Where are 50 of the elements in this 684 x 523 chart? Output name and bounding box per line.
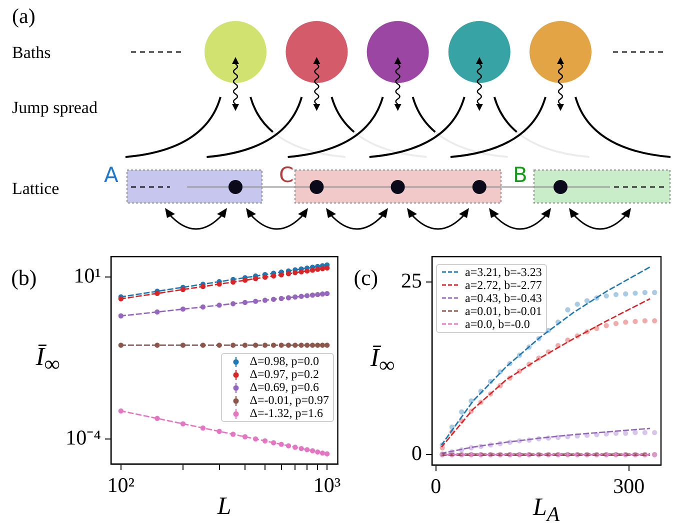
text: B [513,162,528,186]
y-tick-label: 25 [401,268,422,293]
x-axis-title: L [217,493,232,520]
point [652,290,658,296]
point [642,290,648,296]
point [652,318,658,324]
point [574,302,580,307]
text: (a) [12,4,36,28]
point [642,318,648,324]
text: C [279,162,294,186]
point [652,430,658,436]
text: Lattice [12,178,60,198]
point [604,323,609,328]
chart-title: (b) [11,264,37,290]
point [632,318,638,324]
point [604,293,609,299]
legend-label: a=0.01, b=-0.01 [465,304,542,319]
point [632,430,638,436]
chart-title: (c) [354,264,378,290]
y-axis-title: Ī$_{∞}$ [36,342,60,376]
legend-label: a=0.43, b=-0.43 [465,290,542,306]
x-tick-label: 0 [430,474,442,498]
point [623,430,628,436]
point [458,409,464,414]
legend-label: a=2.72, b=-2.77 [465,278,542,293]
text: Baths [12,42,51,62]
point [632,290,638,296]
legend-label: Δ=0.69, p=0.6 [250,380,320,395]
x-tick-label: 300 [613,474,645,498]
point [623,291,628,296]
point [623,320,628,325]
point [642,430,648,436]
legend-label: a=3.21, b=-3.23 [465,264,542,280]
y-axis-title: Ī$_{∞}$ [370,342,395,377]
legend-label: Δ=0.97, p=0.2 [250,367,320,382]
text: A [104,162,118,186]
text: Jump spread [12,98,98,116]
point [565,307,570,312]
legend-label: a=0.0, b=-0.0 [465,316,530,332]
point [613,292,619,298]
x-axis-title: L$_{A}$ [533,494,560,523]
x-tick-label: 10³ [313,473,341,498]
y-tick-label: 10⁻⁴ [66,426,101,450]
legend-label: Δ=-1.32, p=1.6 [250,406,324,421]
x-tick-label: 10² [107,473,135,498]
point [613,320,619,326]
legend-label: Δ=0.98, p=0.0 [250,354,320,369]
y-tick-label: 10¹ [74,264,101,288]
point [584,298,590,304]
legend-label: Δ=-0.01, p=0.97 [250,393,330,408]
